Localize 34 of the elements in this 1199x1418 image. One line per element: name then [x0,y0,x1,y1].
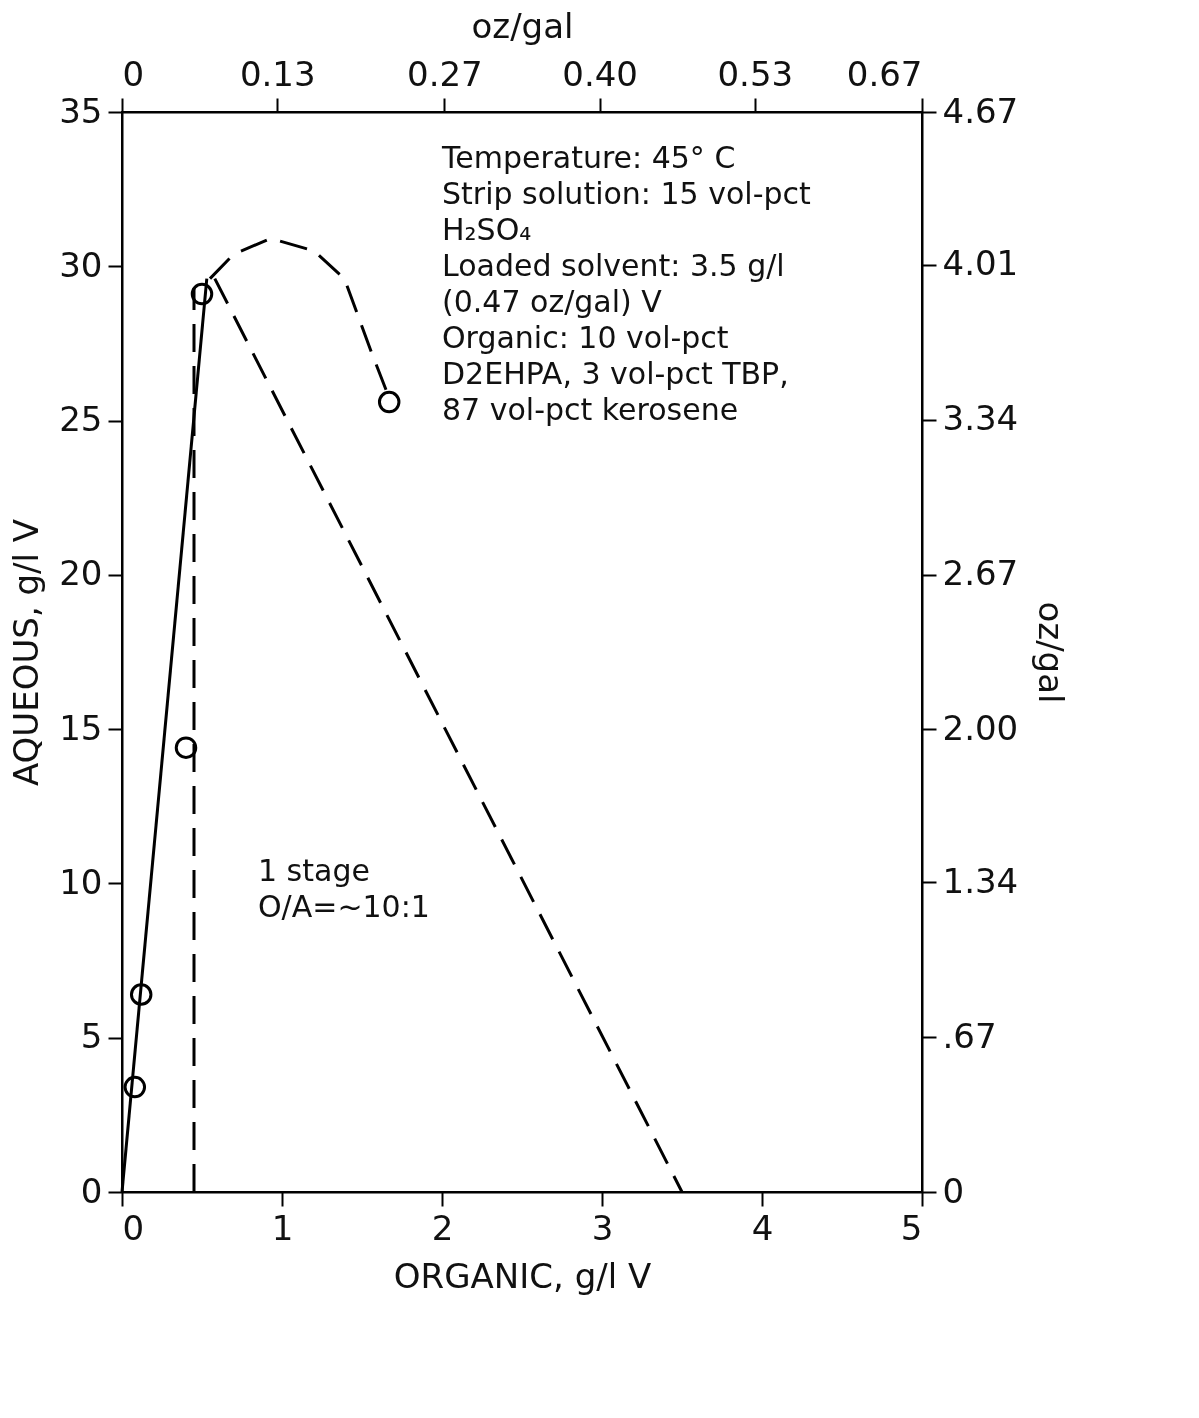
y2-tick-label: .67 [942,1015,997,1056]
y2-tick-label: 1.34 [942,860,1019,901]
y2-axis-title: oz/gal [1031,601,1072,704]
x-tick-label: 2 [431,1207,454,1248]
y2-tick-label: 2.00 [942,707,1019,748]
y-tick-label: 35 [59,90,103,131]
x-tick-label: 0 [122,1207,145,1248]
y-tick-label: 30 [59,244,103,285]
x-axis-title: ORGANIC, g/l V [393,1255,652,1296]
y2-tick-label: 0 [942,1170,965,1211]
y-tick-label: 20 [59,553,103,594]
y2-tick-label: 4.67 [942,90,1019,131]
x-tick-label: 5 [900,1207,923,1248]
y2-tick-label: 2.67 [942,553,1019,594]
y-tick-label: 25 [59,399,103,440]
annotation: Temperature: 45° C Strip solution: 15 vol-pct H₂SO₄ Loaded solvent: 3.5 g/l (0.47 oz/gal) V Organic: 10 vol-pct D2EHPA, 3 vol-pct TBP, 87 vol-pct kerosene [441,140,812,428]
x2-tick-label: 0.27 [407,53,483,94]
x-tick-label: 1 [271,1207,294,1248]
y-tick-label: 5 [80,1016,103,1057]
x-tick-label: 4 [751,1207,774,1248]
x2-tick-label: 0 [122,53,145,94]
y-axis-title: AQUEOUS, g/l V [6,518,47,787]
x2-tick-label: 0.67 [846,53,923,94]
x2-axis-title: oz/gal [471,5,574,46]
y2-tick-label: 3.34 [942,398,1019,439]
y2-tick-label: 4.01 [942,243,1019,284]
y-tick-label: 0 [80,1170,103,1211]
annotation: 1 stage O/A=~10:1 [258,853,430,925]
y-tick-label: 10 [59,861,103,902]
x2-tick-label: 0.40 [562,53,638,94]
x-tick-label: 3 [591,1207,614,1248]
x2-tick-label: 0.53 [717,53,794,94]
y-tick-label: 15 [59,707,103,748]
x2-tick-label: 0.13 [239,53,316,94]
